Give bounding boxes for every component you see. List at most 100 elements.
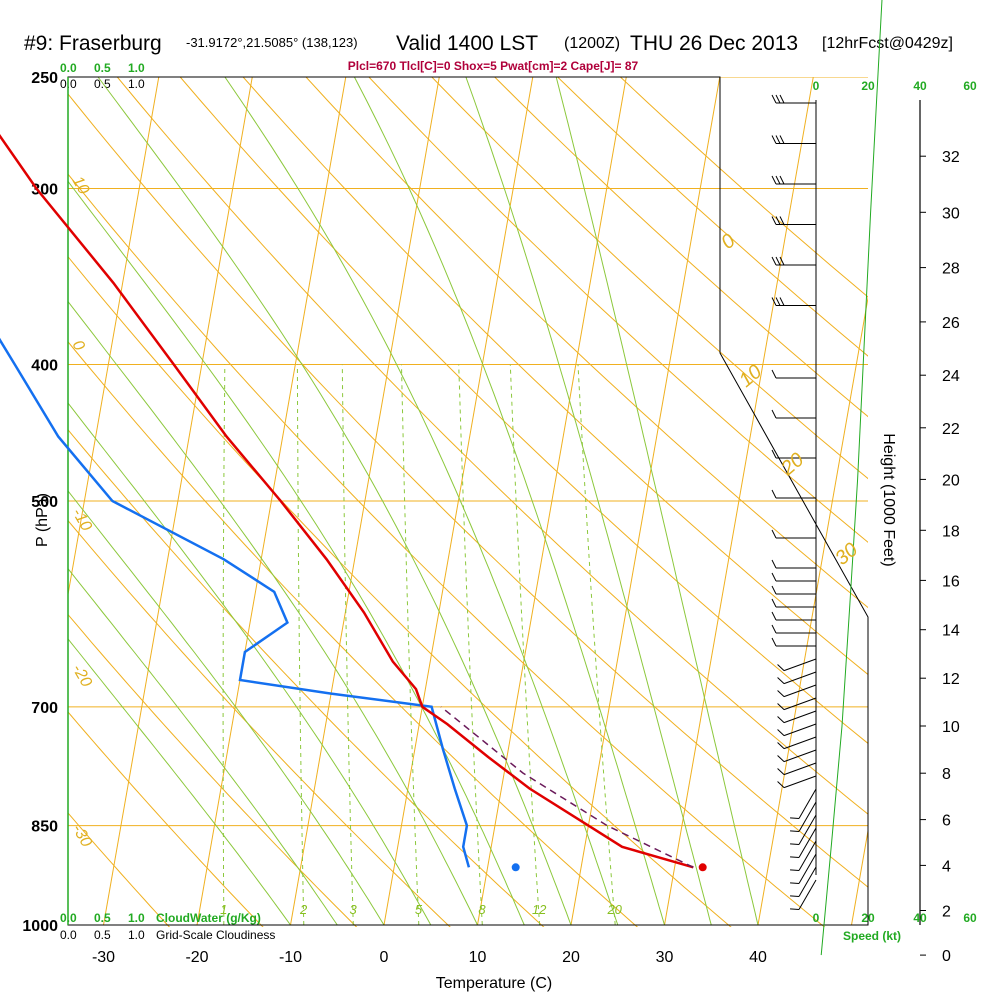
wind-barb <box>771 409 816 419</box>
cloudiness-scale-bottom-1: 0.5 <box>94 928 111 942</box>
wind-barb <box>777 723 817 737</box>
temperature-tick-30: 30 <box>656 949 674 966</box>
isotherm-label: -20 <box>69 662 95 691</box>
mixing-ratio-line <box>341 364 354 926</box>
moist-adiabat-line <box>68 490 385 926</box>
temperature-tick--30: -30 <box>92 949 115 966</box>
speed-scale-top-20: 20 <box>861 79 875 93</box>
height-tick-16: 16 <box>942 573 960 590</box>
cloudwater-scale-top-1: 0.5 <box>94 61 111 75</box>
pressure-tick-250: 250 <box>31 70 58 87</box>
mixing-ratio-label: 8 <box>478 902 486 917</box>
speed-scale-bottom-0: 0 <box>813 911 820 925</box>
dry-adiabat-label: 30 <box>831 539 862 570</box>
cloudwater-label: CloudWater (g/Kg) <box>156 911 261 925</box>
pressure-tick-1000: 1000 <box>22 918 58 935</box>
isotherm-line <box>851 828 868 926</box>
temperature-tick--20: -20 <box>185 949 208 966</box>
wind-barb <box>771 369 816 379</box>
dry-adiabat-line <box>493 77 868 418</box>
speed-scale-top-0: 0 <box>813 79 820 93</box>
cloudwater-scale-top-0: 0.0 <box>60 61 77 75</box>
speed-scale-bottom-60: 60 <box>963 911 977 925</box>
wind-barb <box>771 559 816 569</box>
dry-adiabat-line <box>68 429 545 927</box>
wind-barb <box>771 135 816 144</box>
wind-barb <box>771 611 816 621</box>
moist-adiabat-line <box>68 300 478 926</box>
speed-scale-bottom-20: 20 <box>861 911 875 925</box>
dry-adiabat-line <box>68 173 826 927</box>
isotherm-line <box>945 77 1000 925</box>
dry-adiabat-label: 20 <box>776 449 808 481</box>
dry-adiabat-line <box>305 77 868 609</box>
pressure-tick-300: 300 <box>31 182 58 199</box>
height-tick-0: 0 <box>942 948 951 965</box>
height-tick-32: 32 <box>942 149 960 166</box>
pressure-tick-700: 700 <box>31 700 58 717</box>
pressure-axis: 250 300 400 500 700 850 1000 <box>22 70 58 935</box>
moist-adiabat-line <box>97 77 572 926</box>
forecast-label: [12hrFcst@0429z] <box>822 35 953 52</box>
height-tick-24: 24 <box>942 368 960 385</box>
height-tick-4: 4 <box>942 858 951 875</box>
isotherm-label: 10 <box>69 174 93 198</box>
speed-scale-bottom-40: 40 <box>913 911 927 925</box>
cloudiness-scale-top-1: 0.5 <box>94 77 111 91</box>
wind-barb <box>777 697 817 711</box>
dry-adiabat-label: 10 <box>735 361 766 392</box>
mixing-ratio-label: 3 <box>349 902 357 917</box>
cloudwater-scale-top-2: 1.0 <box>128 61 145 75</box>
wind-barb <box>771 449 816 459</box>
wind-barb <box>771 297 816 306</box>
wind-barbs <box>771 94 817 910</box>
temperature-tick--10: -10 <box>279 949 302 966</box>
temperature-tick-40: 40 <box>749 949 767 966</box>
speed-scale-top-60: 60 <box>963 79 977 93</box>
mixing-ratio-label: 20 <box>606 902 622 917</box>
wind-barb <box>777 658 817 672</box>
height-tick-2: 2 <box>942 904 951 921</box>
height-tick-28: 28 <box>942 261 960 278</box>
height-tick-12: 12 <box>942 671 960 688</box>
height-tick-20: 20 <box>942 472 960 489</box>
isotherm-line <box>757 295 868 926</box>
height-tick-18: 18 <box>942 523 960 540</box>
dry-adiabat-line <box>556 77 868 357</box>
cloudiness-scale-top-2: 1.0 <box>128 77 145 91</box>
wind-barb <box>777 671 817 685</box>
height-tick-6: 6 <box>942 813 951 830</box>
isotherm-line <box>290 77 440 926</box>
moist-adiabat-line <box>555 77 759 926</box>
temperature-series-line <box>0 133 694 869</box>
wind-barb <box>790 840 817 871</box>
isotherm-line <box>103 77 253 926</box>
mixing-ratio-label: 12 <box>532 902 547 917</box>
pressure-tick-850: 850 <box>31 819 58 836</box>
sounding-parameters: Plcl=670 Tlcl[C]=0 Shox=5 Pwat[cm]=2 Cap… <box>348 59 639 73</box>
moist-adiabat-line <box>68 180 525 926</box>
moist-adiabat-line <box>465 77 712 926</box>
parcel-series-line <box>440 706 694 868</box>
height-tick-22: 22 <box>942 421 960 438</box>
valid-time: Valid 1400 LST <box>396 32 538 55</box>
wind-barb <box>790 879 817 910</box>
isotherm-line <box>664 77 814 926</box>
wind-speed-profile-line <box>820 0 883 956</box>
wind-barb <box>771 529 816 539</box>
wind-barb <box>771 637 816 647</box>
surface-dewpoint-dot <box>511 863 520 872</box>
mixing-ratio-label: 5 <box>415 902 423 917</box>
surface-temperature-dot <box>698 863 707 872</box>
mixing-ratio-label: 2 <box>299 902 308 917</box>
moist-adiabat-line <box>68 567 338 926</box>
dry-adiabat-line <box>619 77 868 298</box>
dry-adiabat-line <box>68 341 639 927</box>
dry-adiabat-line <box>368 77 868 543</box>
isotherm-line <box>477 77 627 926</box>
mixing-ratio-label: 1 <box>220 902 227 917</box>
moist-adiabat-line <box>68 402 432 926</box>
cloudwater-scale-bottom-0: 0.0 <box>60 911 77 925</box>
cloudwater-scale-bottom-2: 1.0 <box>128 911 145 925</box>
moist-adiabat-line <box>224 77 619 926</box>
